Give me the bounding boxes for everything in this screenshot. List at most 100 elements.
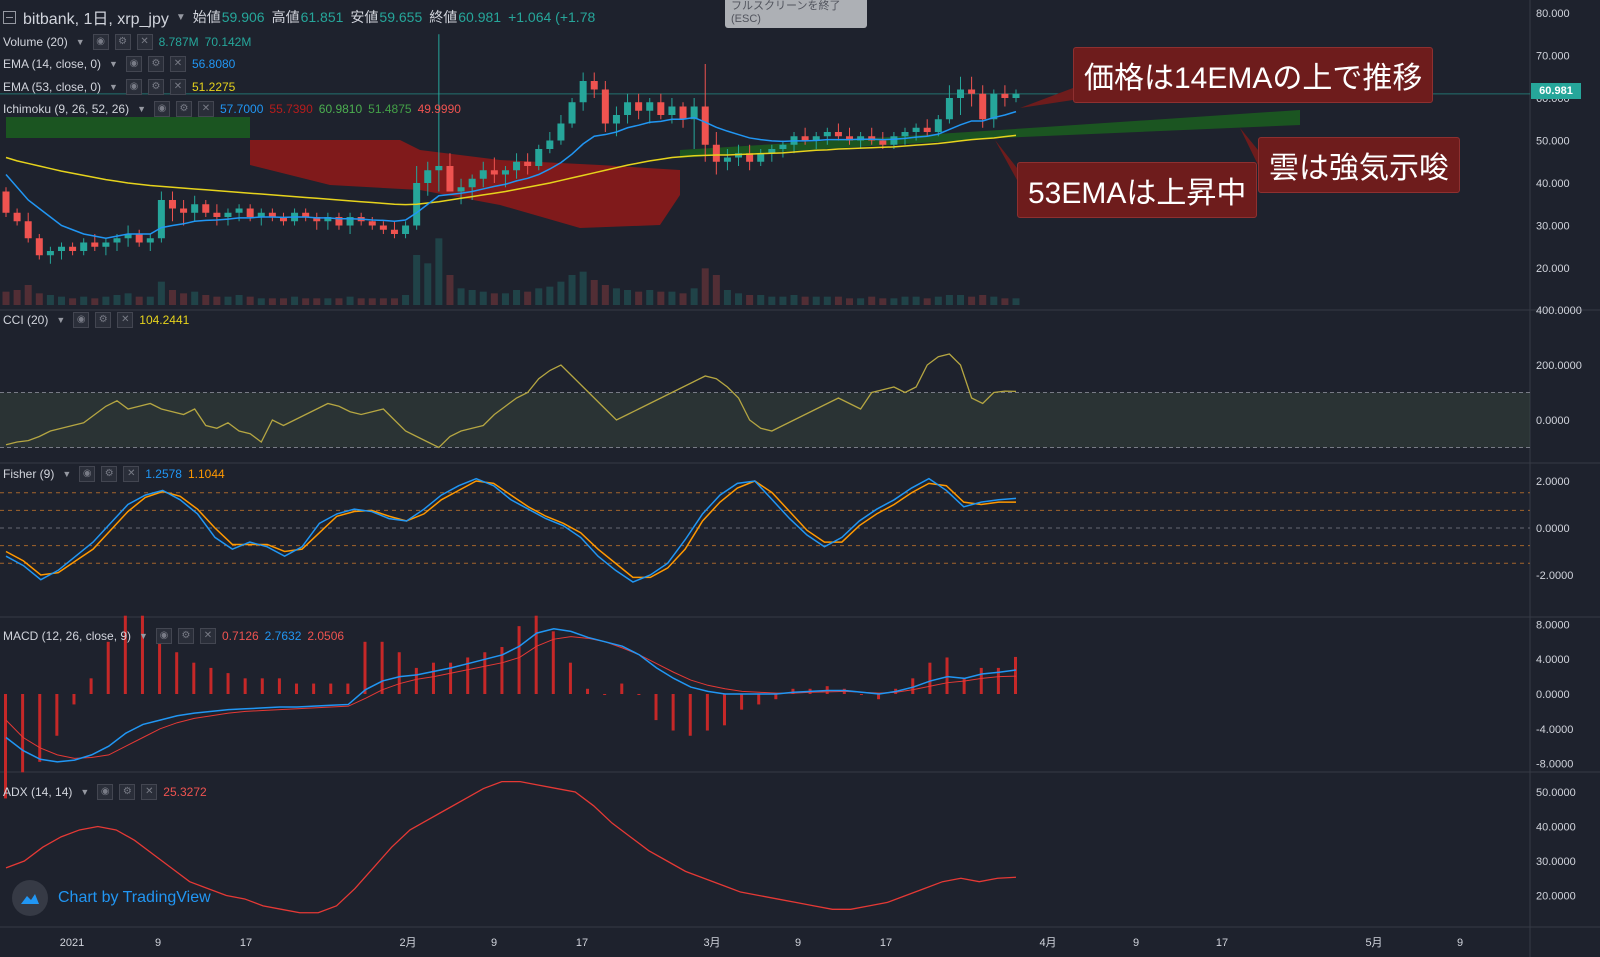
close-icon[interactable]: ✕ bbox=[169, 79, 186, 95]
gear-icon[interactable]: ⚙ bbox=[147, 79, 164, 95]
chevron-down-icon[interactable]: ▼ bbox=[137, 104, 146, 114]
eye-icon[interactable]: ◉ bbox=[125, 56, 142, 72]
time-axis-label: 2021 bbox=[60, 937, 84, 949]
candle-body bbox=[224, 212, 232, 217]
macd-histogram-bar bbox=[397, 652, 401, 694]
close-icon[interactable]: ✕ bbox=[123, 466, 140, 482]
gear-icon[interactable]: ⚙ bbox=[114, 34, 131, 50]
ema14-label: EMA (14, close, 0) bbox=[3, 57, 102, 71]
last-price-badge: 60.981 bbox=[1531, 83, 1581, 99]
volume-bar bbox=[424, 263, 432, 305]
eye-icon[interactable]: ◉ bbox=[79, 466, 96, 482]
ema53-line bbox=[5, 134, 1017, 206]
eye-icon[interactable]: ◉ bbox=[73, 312, 90, 328]
macd-histogram-bar bbox=[380, 641, 384, 694]
close-icon[interactable]: ✕ bbox=[117, 312, 134, 328]
volume-value-2: 70.142M bbox=[204, 35, 252, 49]
eye-icon[interactable]: ◉ bbox=[154, 101, 170, 117]
price-axis-label: 30.000 bbox=[1536, 221, 1570, 233]
eye-icon[interactable]: ◉ bbox=[92, 34, 109, 50]
macd-histogram-bar bbox=[175, 652, 179, 694]
candle-body bbox=[379, 225, 387, 230]
candle-body bbox=[990, 93, 998, 120]
volume-bar bbox=[13, 290, 21, 305]
volume-bar bbox=[379, 298, 387, 305]
adx-legend[interactable]: ADX (14, 14) ▼ ◉ ⚙ ✕ 25.3272 bbox=[3, 784, 207, 800]
ichimoku-legend[interactable]: Ichimoku (9, 26, 52, 26) ▼ ◉ ⚙ ✕ 57.7000… bbox=[3, 101, 461, 117]
fisher-legend[interactable]: Fisher (9) ▼ ◉ ⚙ ✕ 1.2578 1.1044 bbox=[3, 466, 225, 482]
gear-icon[interactable]: ⚙ bbox=[176, 101, 192, 117]
low-value: 59.655 bbox=[379, 9, 423, 25]
macd-histogram-bar bbox=[859, 694, 863, 695]
chevron-down-icon[interactable]: ▼ bbox=[62, 469, 72, 479]
macd-histogram-bar bbox=[158, 641, 162, 694]
chevron-down-icon[interactable]: ▼ bbox=[175, 11, 186, 23]
low-label: 安値 bbox=[350, 9, 379, 25]
candle-body bbox=[690, 106, 698, 120]
gear-icon[interactable]: ⚙ bbox=[147, 56, 164, 72]
candle-body bbox=[846, 136, 854, 141]
exit-fullscreen-button[interactable]: フルスクリーンを終了 (ESC) bbox=[725, 0, 867, 28]
volume-bar bbox=[934, 296, 942, 305]
fisher-axis-label: -2.0000 bbox=[1536, 570, 1573, 582]
macd-histogram-bar bbox=[603, 694, 607, 695]
candle-body bbox=[390, 229, 398, 234]
eye-icon[interactable]: ◉ bbox=[97, 784, 114, 800]
gear-icon[interactable]: ⚙ bbox=[95, 312, 112, 328]
volume-bar bbox=[890, 298, 898, 305]
volume-bar bbox=[191, 291, 199, 305]
macd-histogram-bar bbox=[209, 667, 213, 694]
candle-body bbox=[1001, 93, 1009, 98]
volume-bar bbox=[746, 295, 754, 305]
ema14-line bbox=[5, 110, 1017, 240]
candle-body bbox=[923, 127, 931, 132]
macd-legend[interactable]: MACD (12, 26, close, 9) ▼ ◉ ⚙ ✕ 0.7126 2… bbox=[3, 628, 344, 644]
macd-histogram-bar bbox=[1014, 656, 1017, 694]
tradingview-logo[interactable]: Chart by TradingView bbox=[12, 880, 211, 916]
chevron-down-icon[interactable]: ▼ bbox=[139, 631, 148, 641]
volume-bar bbox=[834, 296, 842, 305]
cci-axis-label: 0.0000 bbox=[1536, 415, 1570, 427]
volume-bar bbox=[624, 290, 632, 305]
close-icon[interactable]: ✕ bbox=[141, 784, 158, 800]
eye-icon[interactable]: ◉ bbox=[155, 628, 172, 644]
volume-bar bbox=[135, 296, 143, 305]
time-axis-label: 9 bbox=[1133, 937, 1139, 949]
volume-bar bbox=[268, 298, 276, 305]
gear-icon[interactable]: ⚙ bbox=[119, 784, 136, 800]
ema14-legend[interactable]: EMA (14, close, 0) ▼ ◉ ⚙ ✕ 56.8080 bbox=[3, 56, 235, 72]
chevron-down-icon[interactable]: ▼ bbox=[109, 82, 118, 92]
volume-bar bbox=[601, 285, 609, 305]
candle-body bbox=[324, 217, 332, 222]
candle-body bbox=[968, 89, 976, 94]
volume-legend[interactable]: Volume (20) ▼ ◉ ⚙ ✕ 8.787M 70.142M bbox=[3, 34, 251, 50]
volume-bar bbox=[346, 296, 354, 305]
candle-body bbox=[779, 144, 787, 149]
symbol-title[interactable]: bitbank, 1日, xrp_jpy bbox=[23, 11, 169, 28]
close-icon[interactable]: ✕ bbox=[199, 628, 216, 644]
candle-body bbox=[546, 140, 554, 149]
close-icon[interactable]: ✕ bbox=[136, 34, 153, 50]
volume-bar bbox=[757, 295, 765, 305]
eye-icon[interactable]: ◉ bbox=[125, 79, 142, 95]
time-axis-label: 5月 bbox=[1365, 937, 1382, 949]
close-icon[interactable]: ✕ bbox=[198, 101, 214, 117]
adx-label: ADX (14, 14) bbox=[3, 785, 73, 799]
volume-bar bbox=[968, 296, 976, 305]
chevron-down-icon[interactable]: ▼ bbox=[109, 59, 118, 69]
volume-bar bbox=[69, 298, 77, 305]
ichimoku-value-2: 55.7390 bbox=[269, 102, 313, 116]
ema53-legend[interactable]: EMA (53, close, 0) ▼ ◉ ⚙ ✕ 51.2275 bbox=[3, 79, 235, 95]
gear-icon[interactable]: ⚙ bbox=[101, 466, 118, 482]
macd-histogram-bar bbox=[295, 683, 299, 694]
collapse-icon[interactable] bbox=[3, 10, 16, 24]
cci-legend[interactable]: CCI (20) ▼ ◉ ⚙ ✕ 104.2441 bbox=[3, 312, 189, 328]
chevron-down-icon[interactable]: ▼ bbox=[56, 315, 66, 325]
chevron-down-icon[interactable]: ▼ bbox=[75, 37, 85, 47]
gear-icon[interactable]: ⚙ bbox=[177, 628, 194, 644]
chevron-down-icon[interactable]: ▼ bbox=[80, 787, 90, 797]
macd-histogram-bar bbox=[654, 694, 658, 721]
candle-body bbox=[624, 102, 632, 115]
close-icon[interactable]: ✕ bbox=[169, 56, 186, 72]
